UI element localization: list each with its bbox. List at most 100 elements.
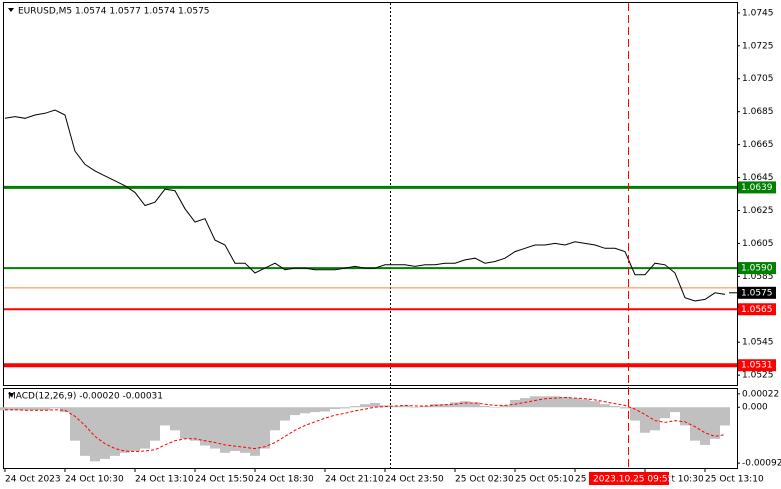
collapse-icon — [8, 8, 14, 12]
macd-bar — [30, 407, 40, 411]
macd-bar — [400, 405, 410, 408]
macd-bar — [100, 407, 110, 459]
macd-bar — [570, 398, 580, 408]
macd-bar — [630, 407, 640, 421]
macd-bar — [120, 407, 130, 453]
macd-bar — [260, 407, 270, 449]
macd-bar — [340, 407, 350, 409]
level-label-box — [738, 181, 776, 194]
macd-bar — [230, 407, 240, 451]
level-label-box — [738, 262, 776, 275]
macd-bar — [590, 401, 600, 408]
macd-bar — [580, 399, 590, 408]
macd-bar — [240, 407, 250, 453]
y-tick-label: 1.0585 — [742, 272, 774, 282]
macd-bar — [180, 407, 190, 439]
macd-bar — [270, 407, 280, 431]
macd-bar — [50, 407, 60, 409]
macd-bar — [480, 406, 490, 408]
macd-bar — [90, 407, 100, 462]
last-price-box — [738, 286, 776, 299]
macd-bar — [500, 405, 510, 408]
macd-bar — [150, 407, 160, 441]
y-tick-label: 1.0525 — [742, 371, 774, 381]
macd-bar — [470, 402, 480, 408]
macd-bar — [320, 407, 330, 412]
macd-bar — [80, 407, 90, 456]
x-tick-label: 24 Oct 10:30 — [65, 475, 124, 485]
plot-layer: 1.07451.07251.07051.06851.06651.06451.06… — [0, 8, 781, 469]
macd-bar — [0, 407, 10, 411]
macd-bar — [710, 407, 720, 439]
price-frame — [3, 2, 738, 386]
macd-bar — [560, 396, 570, 408]
macd-bar — [530, 396, 540, 408]
macd-bar — [300, 407, 310, 414]
macd-bar — [10, 407, 20, 411]
x-tick-label: 25 Oct 13:10 — [705, 475, 764, 485]
macd-bar — [670, 407, 680, 413]
y-tick-label: 1.0645 — [742, 173, 774, 183]
macd-bar — [350, 406, 360, 408]
y-tick-label: 1.0745 — [742, 8, 774, 18]
y-tick-label: 0.000 — [742, 403, 768, 413]
collapse-icon — [8, 393, 14, 397]
cursor-label-box — [589, 472, 669, 485]
macd-bar — [420, 406, 430, 408]
macd-bar — [680, 407, 690, 426]
macd-bar — [20, 407, 30, 411]
y-tick-label: 1.0545 — [742, 338, 774, 348]
macd-bar — [490, 407, 500, 408]
macd-bar — [450, 402, 460, 408]
macd-bar — [250, 407, 260, 456]
x-tick-label: 25 Oct 05:10 — [515, 475, 574, 485]
y-tick-label: 1.0725 — [742, 41, 774, 51]
macd-bar — [410, 407, 420, 408]
x-tick-label: 24 Oct 18:30 — [255, 475, 314, 485]
macd-bar — [60, 407, 70, 413]
x-tick-label: 24 Oct 21:10 — [325, 475, 384, 485]
price-title: EURUSD,M5 1.0574 1.0577 1.0574 1.0575 — [18, 7, 210, 17]
last-price-label: 1.0575 — [741, 288, 773, 298]
macd-bar — [40, 407, 50, 411]
x-tick-label: 24 Oct 23:50 — [385, 475, 444, 485]
macd-bar — [550, 396, 560, 408]
macd-bar — [460, 401, 470, 408]
x-tick-label: 24 Oct 13:10 — [135, 475, 194, 485]
y-tick-label: 0.00022 — [742, 389, 779, 399]
macd-bar — [360, 404, 370, 408]
macd-bar — [640, 407, 650, 433]
y-tick-label: -0.00092 — [742, 459, 781, 469]
macd-bar — [200, 407, 210, 446]
macd-bar — [370, 402, 380, 408]
macd-bar — [310, 407, 320, 413]
x-tick-label: 25 Oct 02:30 — [455, 475, 514, 485]
macd-bar — [390, 406, 400, 408]
macd-bar — [160, 407, 170, 426]
macd-bar — [720, 407, 730, 426]
y-tick-label: 1.0625 — [742, 206, 774, 216]
level-label-box — [738, 303, 776, 316]
price-line — [4, 109, 726, 302]
macd-bar — [620, 407, 630, 409]
macd-bar — [660, 407, 670, 419]
macd-title: MACD(12,26,9) -0.00020 -0.00031 — [8, 392, 163, 402]
level-label: 1.0639 — [741, 183, 773, 193]
x-tick-label: 24 Oct 2023 — [5, 475, 61, 485]
macd-frame — [3, 388, 738, 469]
macd-bar — [600, 404, 610, 408]
macd-bar — [610, 406, 620, 408]
macd-bar — [690, 407, 700, 441]
signal-line — [5, 396, 726, 453]
y-tick-label: 1.0665 — [742, 140, 774, 150]
macd-bar — [140, 407, 150, 449]
y-tick-label: 1.0685 — [742, 107, 774, 117]
macd-bar — [110, 407, 120, 456]
macd-bar — [290, 407, 300, 416]
cursor-label: 2023.10.25 09:55 — [593, 475, 673, 485]
y-tick-label: 1.0605 — [742, 239, 774, 249]
macd-bar — [220, 407, 230, 453]
macd-bar — [700, 407, 710, 445]
level-label-box — [738, 359, 776, 372]
x-tick-label: 25 Oct 10:30 — [645, 475, 704, 485]
